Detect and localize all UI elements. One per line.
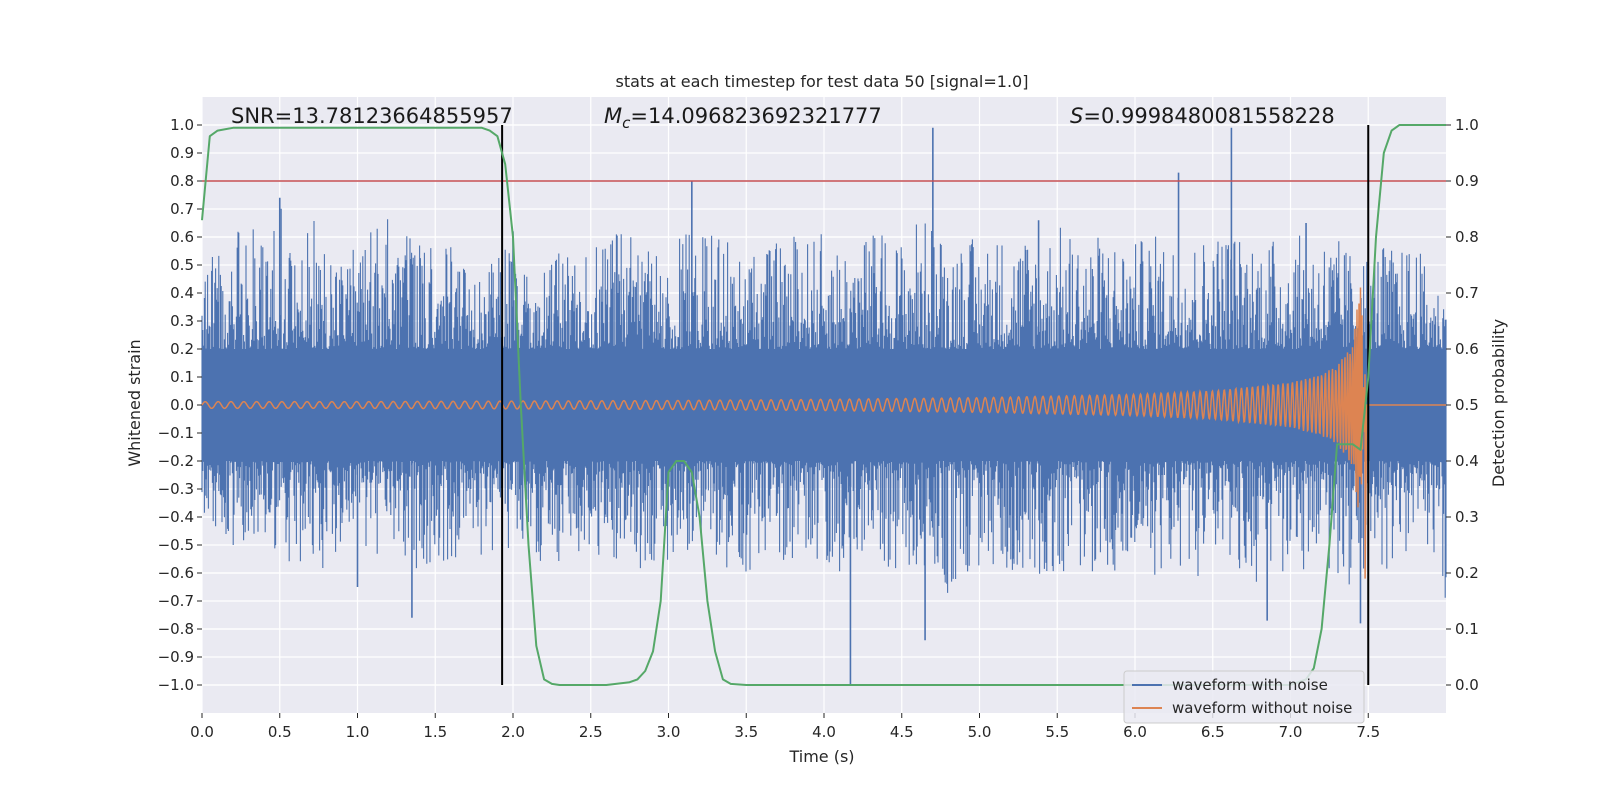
annotation-chirp-mass: Mc=14.096823692321777 (604, 104, 882, 132)
y-tick-label: −0.6 (158, 564, 194, 582)
x-tick-label: 4.0 (812, 723, 836, 741)
x-tick-label: 2.0 (501, 723, 525, 741)
series-waveform-without-noise (201, 287, 1446, 579)
x-tick-label: 5.0 (968, 723, 992, 741)
y2-tick-label: 0.3 (1455, 508, 1479, 526)
x-tick-label: 6.5 (1201, 723, 1225, 741)
legend-label-clean: waveform without noise (1172, 699, 1352, 717)
probability-trace (201, 124, 1446, 686)
y-tick-label: 0.9 (170, 144, 194, 162)
y-tick-label: 0.3 (170, 312, 194, 330)
clean-trace (201, 287, 1446, 579)
y-tick-label: −0.9 (158, 648, 194, 666)
y-tick-label: −0.7 (158, 592, 194, 610)
x-tick-label: 3.0 (657, 723, 681, 741)
y2-tick-label: 1.0 (1455, 116, 1479, 134)
legend-label-noise: waveform with noise (1172, 676, 1328, 694)
y-tick-label: 0.6 (170, 228, 194, 246)
x-tick-label: 7.0 (1279, 723, 1303, 741)
y2-tick-label: 0.2 (1455, 564, 1479, 582)
noise-core (202, 349, 1446, 461)
legend-box (1123, 670, 1365, 724)
mc-value: =14.096823692321777 (630, 104, 881, 128)
overlays (202, 125, 1446, 685)
x-tick-label: 0.0 (190, 723, 214, 741)
y-tick-label: −0.3 (158, 480, 194, 498)
y2-tick-label: 0.7 (1455, 284, 1479, 302)
x-tick-label: 4.5 (890, 723, 914, 741)
series-waveform-with-noise (201, 127, 1447, 685)
x-tick-label: 7.5 (1356, 723, 1380, 741)
y-tick-label: −0.2 (158, 452, 194, 470)
y2-tick-label: 0.6 (1455, 340, 1479, 358)
y-tick-label: 0.5 (170, 256, 194, 274)
x-tick-label: 2.5 (579, 723, 603, 741)
y-tick-label: 0.7 (170, 200, 194, 218)
y-axis-label: Whitened strain (125, 339, 144, 466)
y2-tick-label: 0.5 (1455, 396, 1479, 414)
annotation-score: S=0.9998480081558228 (1070, 104, 1335, 128)
chart-title: stats at each timestep for test data 50 … (616, 72, 1029, 91)
s-symbol: S (1070, 104, 1083, 128)
y-tick-label: 0.1 (170, 368, 194, 386)
y2-axis-label: Detection probability (1489, 319, 1508, 487)
y-tick-label: −0.1 (158, 424, 194, 442)
y-tick-label: 1.0 (170, 116, 194, 134)
series-detection-probability (201, 124, 1446, 686)
y-tick-label: 0.4 (170, 284, 194, 302)
y-tick-label: 0.2 (170, 340, 194, 358)
mc-subscript: c (622, 114, 631, 132)
axes: 0.0 0.5 1.0 1.5 2.0 2.5 3.0 3.5 4.0 4.5 5.0 5.5 6.0 6… (158, 116, 1479, 741)
y2-tick-label: 0.4 (1455, 452, 1479, 470)
y2-tick-label: 0.0 (1455, 676, 1479, 694)
x-tick-label: 6.0 (1123, 723, 1147, 741)
y2-tick-label: 0.1 (1455, 620, 1479, 638)
y2-tick-label: 0.8 (1455, 228, 1479, 246)
legend: waveform with noise waveform without noi… (1123, 670, 1365, 724)
mc-symbol: M (604, 104, 622, 128)
y-tick-label: −1.0 (158, 676, 194, 694)
y-tick-label: −0.8 (158, 620, 194, 638)
x-tick-label: 5.5 (1045, 723, 1069, 741)
s-value: =0.9998480081558228 (1083, 104, 1334, 128)
y-tick-label: −0.5 (158, 536, 194, 554)
x-tick-label: 1.5 (423, 723, 447, 741)
y2-tick-label: 0.9 (1455, 172, 1479, 190)
annotation-snr: SNR=13.78123664855957 (231, 104, 513, 128)
x-tick-label: 0.5 (268, 723, 292, 741)
x-tick-label: 1.0 (346, 723, 370, 741)
y-tick-label: 0.8 (170, 172, 194, 190)
y-tick-label: 0.0 (170, 396, 194, 414)
x-tick-label: 3.5 (734, 723, 758, 741)
x-axis-label: Time (s) (788, 747, 854, 766)
y-tick-label: −0.4 (158, 508, 194, 526)
